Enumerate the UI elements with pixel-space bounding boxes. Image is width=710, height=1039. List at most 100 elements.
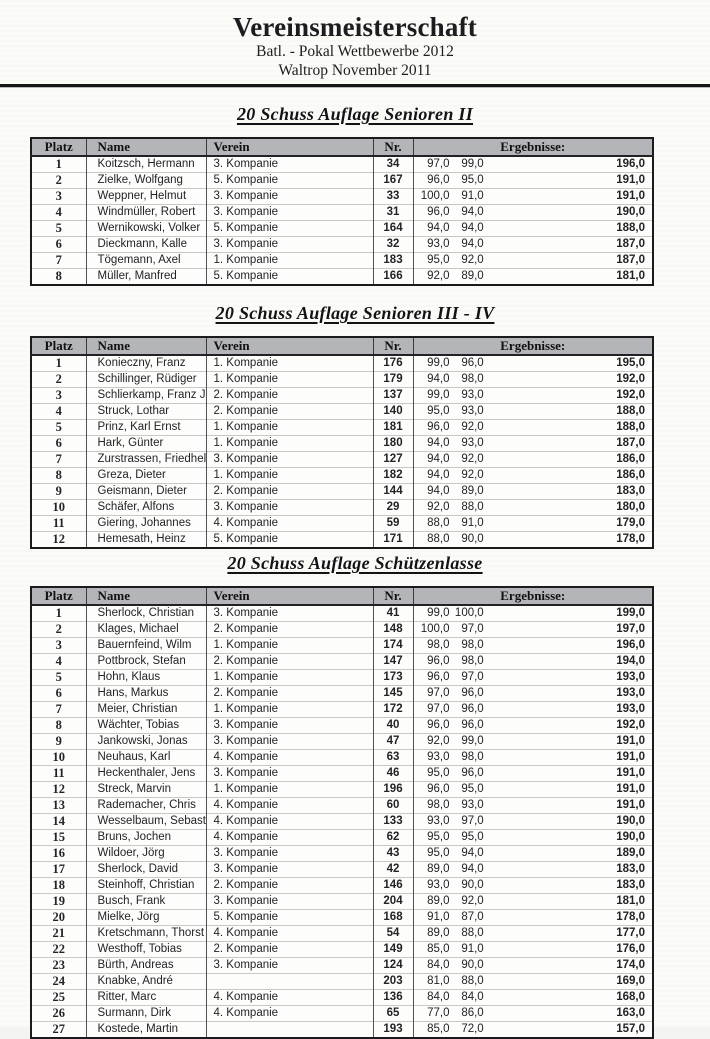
total-score: 189,0 — [616, 847, 645, 859]
name-cell: Neuhaus, Karl — [85, 749, 206, 766]
verein-cell: 4. Kompanie — [205, 797, 373, 814]
column-header-nr: Nr. — [372, 587, 413, 606]
score-2: 92,0 — [461, 453, 484, 465]
platz-cell: 10 — [31, 749, 86, 766]
column-header-platz: Platz — [31, 587, 86, 606]
ergebnisse-cell: 191,0 93,0 98,0 — [412, 749, 653, 766]
table-row: 26 Surmann, Dirk 4. Kompanie 65 163,0 77… — [31, 1005, 653, 1022]
platz-cell: 1 — [55, 356, 62, 370]
score-2: 94,0 — [461, 847, 484, 859]
total-score: 187,0 — [616, 437, 645, 449]
verein-cell: 2. Kompanie — [205, 621, 373, 638]
verein-cell: 1. Kompanie — [205, 669, 373, 686]
table-row: 5 Prinz, Karl Ernst 1. Kompanie 181 188,… — [31, 419, 653, 436]
score-1: 93,0 — [427, 815, 450, 827]
ergebnisse-cell: 178,0 91,0 87,0 — [412, 909, 653, 926]
nr-cell: 54 — [372, 925, 413, 942]
score-1: 88,0 — [427, 533, 450, 545]
score-2: 99,0 — [461, 735, 484, 747]
ergebnisse-cell: 193,0 96,0 97,0 — [412, 669, 653, 686]
ergebnisse-cell: 178,0 88,0 90,0 — [412, 531, 653, 548]
ergebnisse-cell: 181,0 89,0 92,0 — [412, 893, 653, 910]
table-row: 6 Dieckmann, Kalle 3. Kompanie 32 187,0 … — [31, 236, 653, 253]
total-score: 180,0 — [616, 501, 645, 513]
total-score: 190,0 — [616, 815, 645, 827]
total-score: 169,0 — [616, 975, 645, 987]
name-cell: Heckenthaler, Jens — [85, 765, 206, 782]
total-score: 186,0 — [616, 469, 645, 481]
ergebnisse-cell: 196,0 97,0 99,0 — [412, 156, 653, 173]
nr-cell: 133 — [372, 813, 413, 830]
table-row: 2 Klages, Michael 2. Kompanie 148 197,0 … — [31, 621, 653, 638]
ergebnisse-cell: 181,0 92,0 89,0 — [412, 268, 653, 285]
name-cell: Wächter, Tobias — [85, 717, 206, 734]
ergebnisse-cell: 186,0 94,0 92,0 — [412, 451, 653, 468]
ergebnisse-cell: 191,0 98,0 93,0 — [412, 797, 653, 814]
table-header-row: Platz Name Verein Nr. Ergebnisse: — [31, 138, 653, 157]
score-1: 99,0 — [427, 357, 450, 369]
score-1: 96,0 — [427, 783, 450, 795]
section-senioren-3-4: 20 Schuss Auflage Senioren III - IV Plat… — [0, 301, 710, 549]
verein-cell: 2. Kompanie — [205, 685, 373, 702]
name-cell: Dieckmann, Kalle — [85, 236, 206, 253]
verein-cell — [205, 1021, 373, 1038]
name-cell: Giering, Johannes — [85, 515, 206, 532]
platz-cell: 5 — [31, 220, 86, 237]
table-row: 11 Giering, Johannes 4. Kompanie 59 179,… — [31, 515, 653, 532]
total-score: 174,0 — [616, 959, 645, 971]
document-header: Vereinsmeisterschaft Batl. - Pokal Wettb… — [0, 0, 710, 80]
score-1: 94,0 — [427, 373, 450, 385]
ergebnisse-cell: 157,0 85,0 72,0 — [412, 1021, 653, 1038]
verein-cell: 2. Kompanie — [205, 387, 373, 404]
score-1: 88,0 — [427, 517, 450, 529]
score-2: 96,0 — [461, 719, 484, 731]
score-1: 96,0 — [427, 671, 450, 683]
table-row: 9 Jankowski, Jonas 3. Kompanie 47 191,0 … — [31, 733, 653, 750]
nr-cell: 41 — [372, 605, 413, 622]
total-score: 188,0 — [616, 421, 645, 433]
verein-cell: 5. Kompanie — [205, 172, 373, 189]
score-2: 95,0 — [461, 783, 484, 795]
total-score: 191,0 — [616, 735, 645, 747]
total-score: 193,0 — [616, 687, 645, 699]
verein-cell: 5. Kompanie — [205, 909, 373, 926]
verein-cell: 3. Kompanie — [205, 204, 373, 221]
score-2: 91,0 — [461, 517, 484, 529]
table-row: 11 Heckenthaler, Jens 3. Kompanie 46 191… — [31, 765, 653, 782]
score-2: 89,0 — [461, 485, 484, 497]
total-score: 197,0 — [616, 623, 645, 635]
name-cell: Kostede, Martin — [85, 1021, 206, 1038]
nr-cell: 193 — [372, 1021, 413, 1038]
ergebnisse-cell: 192,0 94,0 98,0 — [412, 371, 653, 388]
platz-cell: 2 — [31, 371, 86, 388]
verein-cell: 3. Kompanie — [205, 499, 373, 516]
score-1: 97,0 — [427, 158, 450, 170]
verein-cell: 2. Kompanie — [205, 653, 373, 670]
score-1: 81,0 — [427, 975, 450, 987]
nr-cell: 168 — [372, 909, 413, 926]
name-cell: Müller, Manfred — [85, 268, 206, 285]
table-row: 1 Koitzsch, Hermann 3. Kompanie 34 196,0… — [31, 156, 653, 173]
verein-cell: 1. Kompanie — [205, 355, 373, 372]
column-header-verein: Verein — [205, 337, 373, 356]
score-1: 89,0 — [427, 863, 450, 875]
platz-cell: 4 — [31, 204, 86, 221]
score-1: 92,0 — [427, 735, 450, 747]
score-1: 95,0 — [427, 254, 450, 266]
score-2: 93,0 — [461, 405, 484, 417]
score-1: 85,0 — [427, 943, 450, 955]
total-score: 196,0 — [616, 639, 645, 651]
total-score: 191,0 — [616, 767, 645, 779]
name-cell: Westhoff, Tobias — [85, 941, 206, 958]
nr-cell: 146 — [372, 877, 413, 894]
column-header-verein: Verein — [205, 587, 373, 606]
nr-cell: 46 — [372, 765, 413, 782]
table-row: 4 Windmüller, Robert 3. Kompanie 31 190,… — [31, 204, 653, 221]
total-score: 178,0 — [616, 911, 645, 923]
name-cell: Hemesath, Heinz — [85, 531, 206, 548]
total-score: 188,0 — [616, 405, 645, 417]
platz-cell: 2 — [31, 621, 86, 638]
score-2: 89,0 — [461, 270, 484, 282]
nr-cell: 167 — [372, 172, 413, 189]
